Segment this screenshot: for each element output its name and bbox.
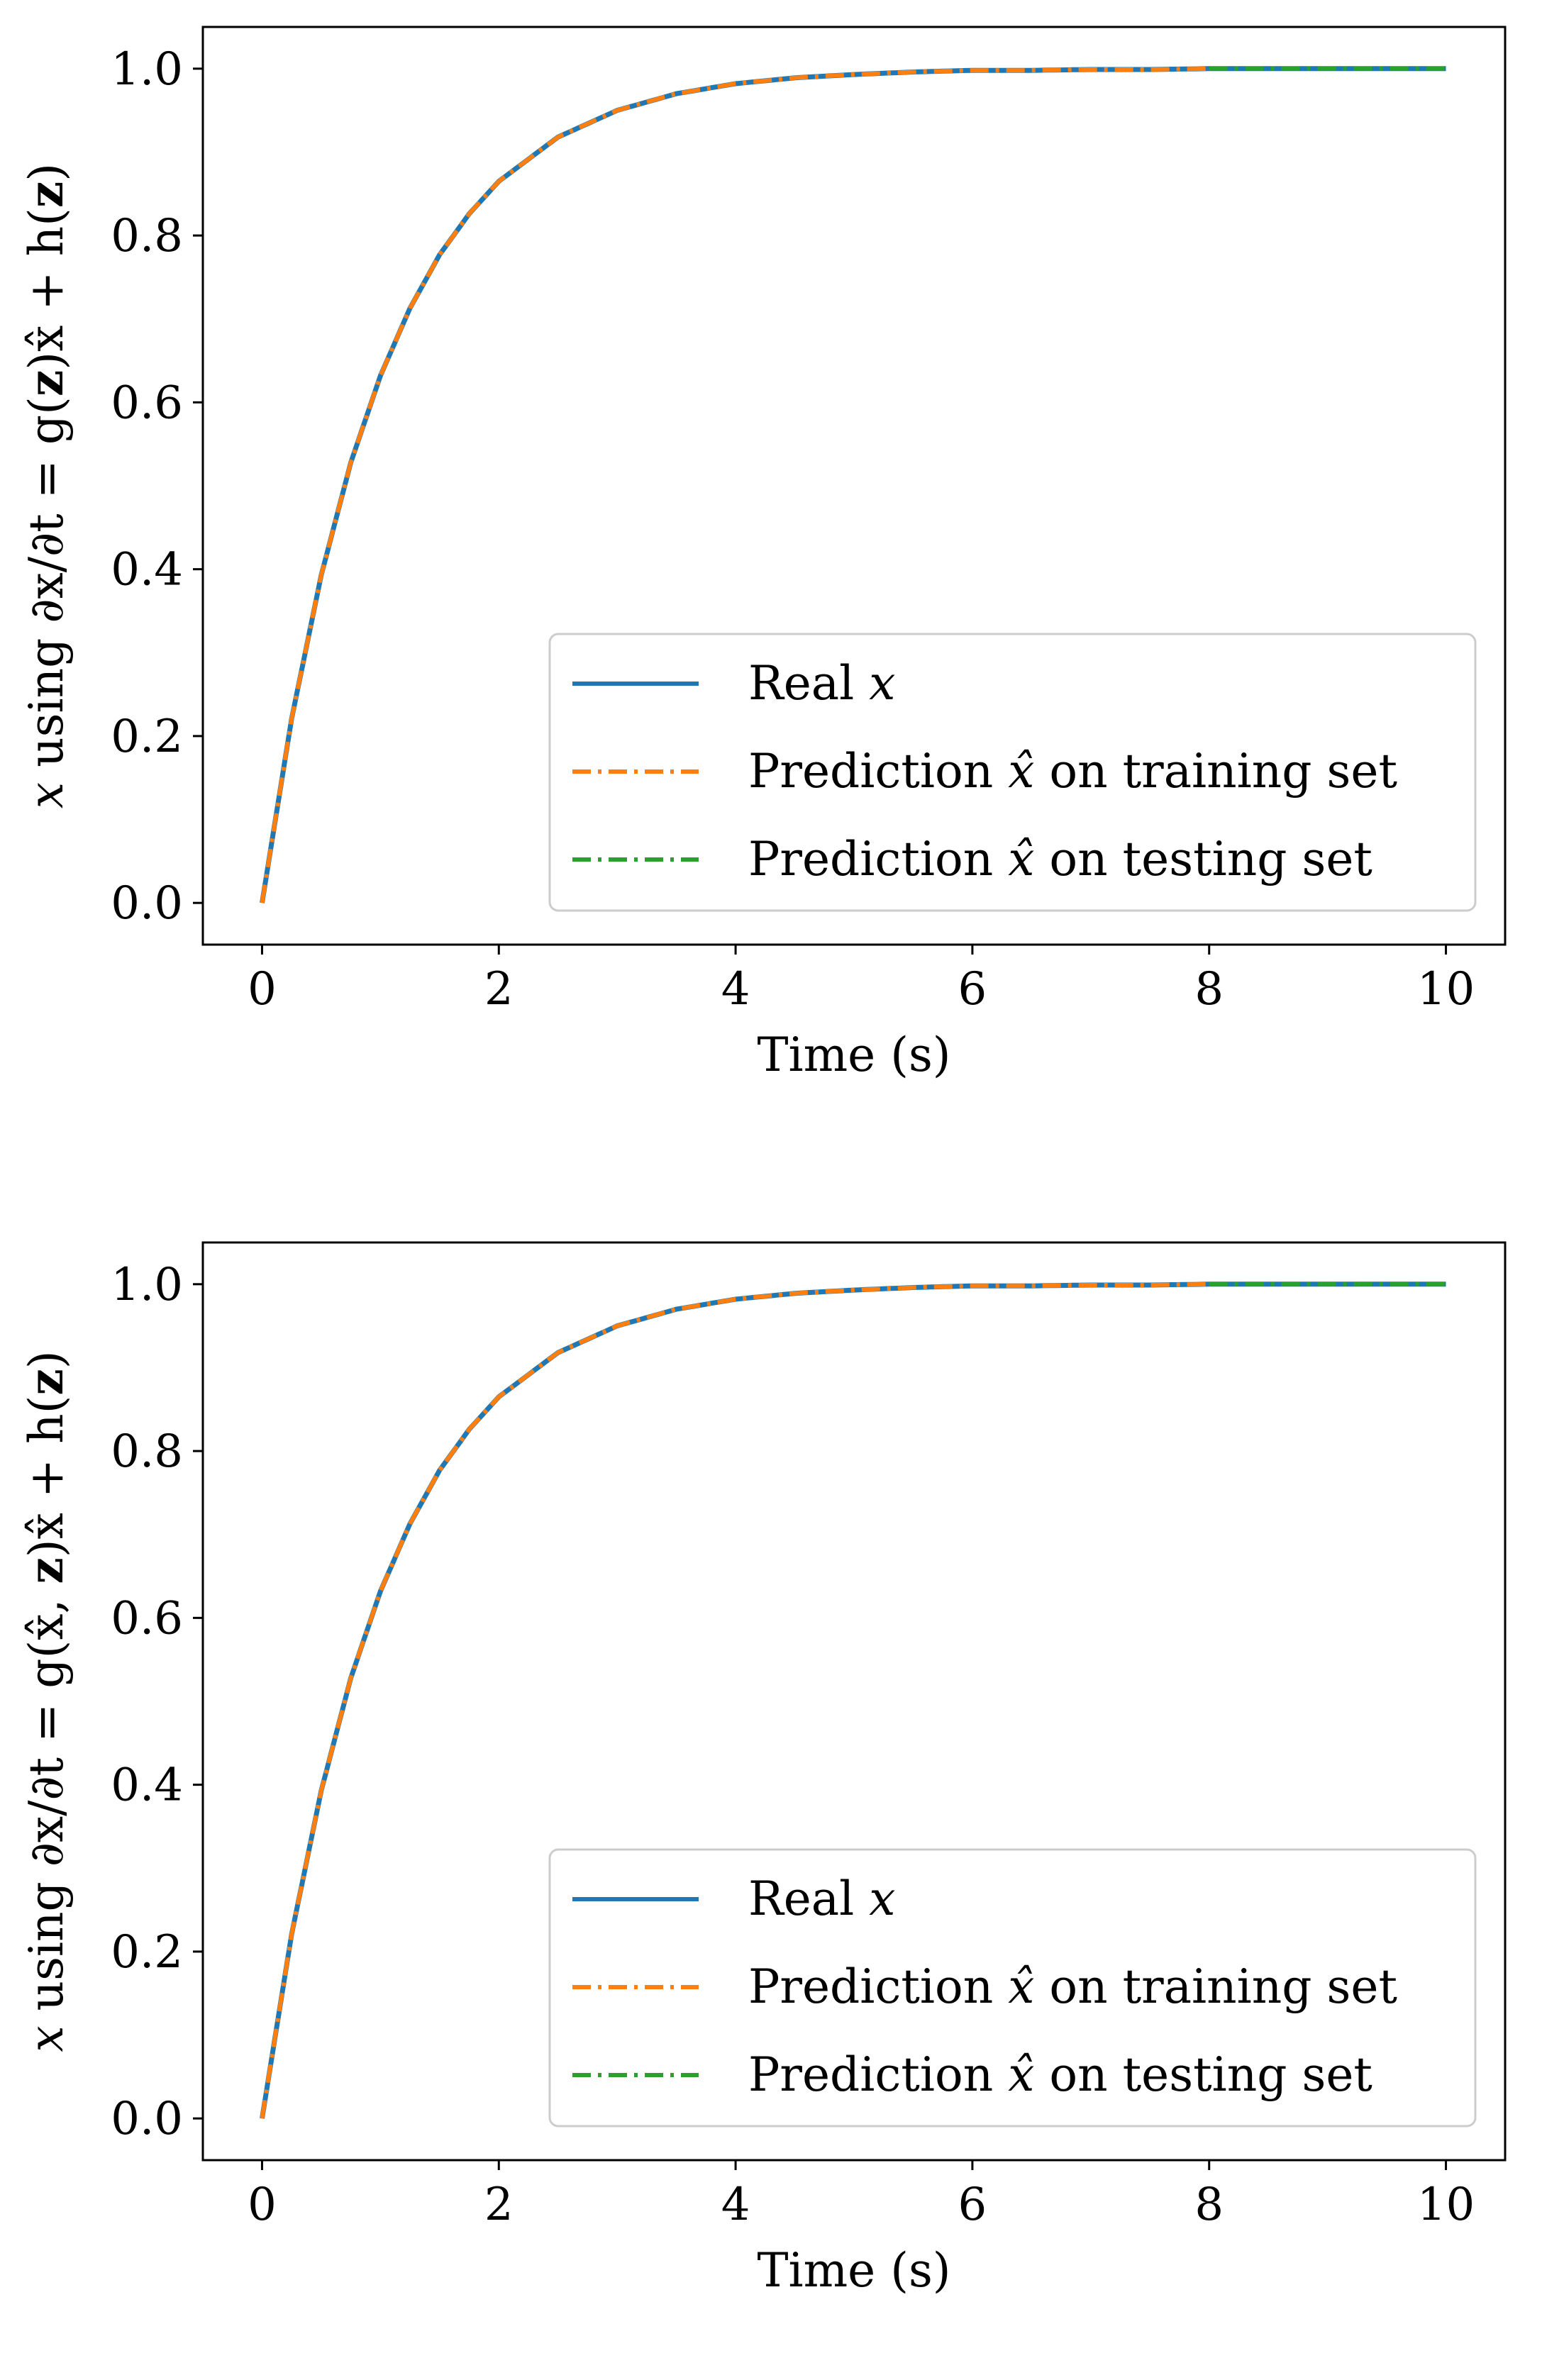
x-tick-label: 10 xyxy=(1417,2179,1475,2231)
x-tick-label: 10 xyxy=(1417,963,1475,1016)
legend-label-1: Prediction x̂ on training set xyxy=(748,744,1397,799)
legend-label-2: Prediction x̂ on testing set xyxy=(748,832,1372,886)
y-tick-label: 0.8 xyxy=(111,210,183,262)
axes-frame xyxy=(201,1241,1507,2162)
legend-box xyxy=(548,1848,1477,2128)
y-tick-label: 0.0 xyxy=(111,2093,183,2145)
series-line-1 xyxy=(260,66,1209,903)
y-tick-label: 0.2 xyxy=(111,711,183,763)
y-tick-label: 0.0 xyxy=(111,877,183,930)
y-tick-label: 1.0 xyxy=(111,1259,183,1311)
x-tick-label: 2 xyxy=(484,963,514,1016)
y-tick-label: 0.6 xyxy=(111,377,183,429)
y-tick-label: 0.6 xyxy=(111,1592,183,1645)
x-axis-label: Time (s) xyxy=(757,1028,950,1082)
y-tick-label: 0.4 xyxy=(111,544,183,596)
y-tick-label: 0.2 xyxy=(111,1926,183,1979)
legend-box xyxy=(548,633,1477,912)
chart-bottom: 0 2 4 6 8 10 0.0 0.2 0.4 0.6 0.8 1.0 Time (s) x using… xyxy=(18,1241,1507,2298)
x-tick-label: 8 xyxy=(1194,963,1224,1016)
y-axis-label: x using ∂x/∂t = g(x̂, z)x̂ + h(z) xyxy=(18,1350,74,2052)
y-tick-label: 1.0 xyxy=(111,43,183,96)
x-tick-label: 0 xyxy=(248,2179,277,2231)
x-tick-label: 6 xyxy=(958,2179,987,2231)
x-tick-label: 4 xyxy=(721,963,750,1016)
x-axis-label: Time (s) xyxy=(757,2243,950,2298)
x-tick-label: 6 xyxy=(958,963,987,1016)
x-tick-label: 0 xyxy=(248,963,277,1016)
legend-label-0: Real x xyxy=(748,656,895,711)
x-tick-label: 8 xyxy=(1194,2179,1224,2231)
legend-label-1: Prediction x̂ on training set xyxy=(748,1959,1397,2014)
axes-frame xyxy=(201,26,1507,946)
y-tick-label: 0.8 xyxy=(111,1425,183,1478)
series-line-1 xyxy=(260,1281,1209,2119)
y-axis-label: x using ∂x/∂t = g(z)x̂ + h(z) xyxy=(18,163,74,808)
y-tick-label: 0.4 xyxy=(111,1759,183,1812)
legend-label-2: Prediction x̂ on testing set xyxy=(748,2047,1372,2102)
x-tick-label: 4 xyxy=(721,2179,750,2231)
x-tick-label: 2 xyxy=(484,2179,514,2231)
chart-top: 0 2 4 6 8 10 0.0 0.2 0.4 0.6 0.8 1.0 Time (s) x using… xyxy=(18,26,1507,1082)
legend-label-0: Real x xyxy=(748,1872,895,1926)
